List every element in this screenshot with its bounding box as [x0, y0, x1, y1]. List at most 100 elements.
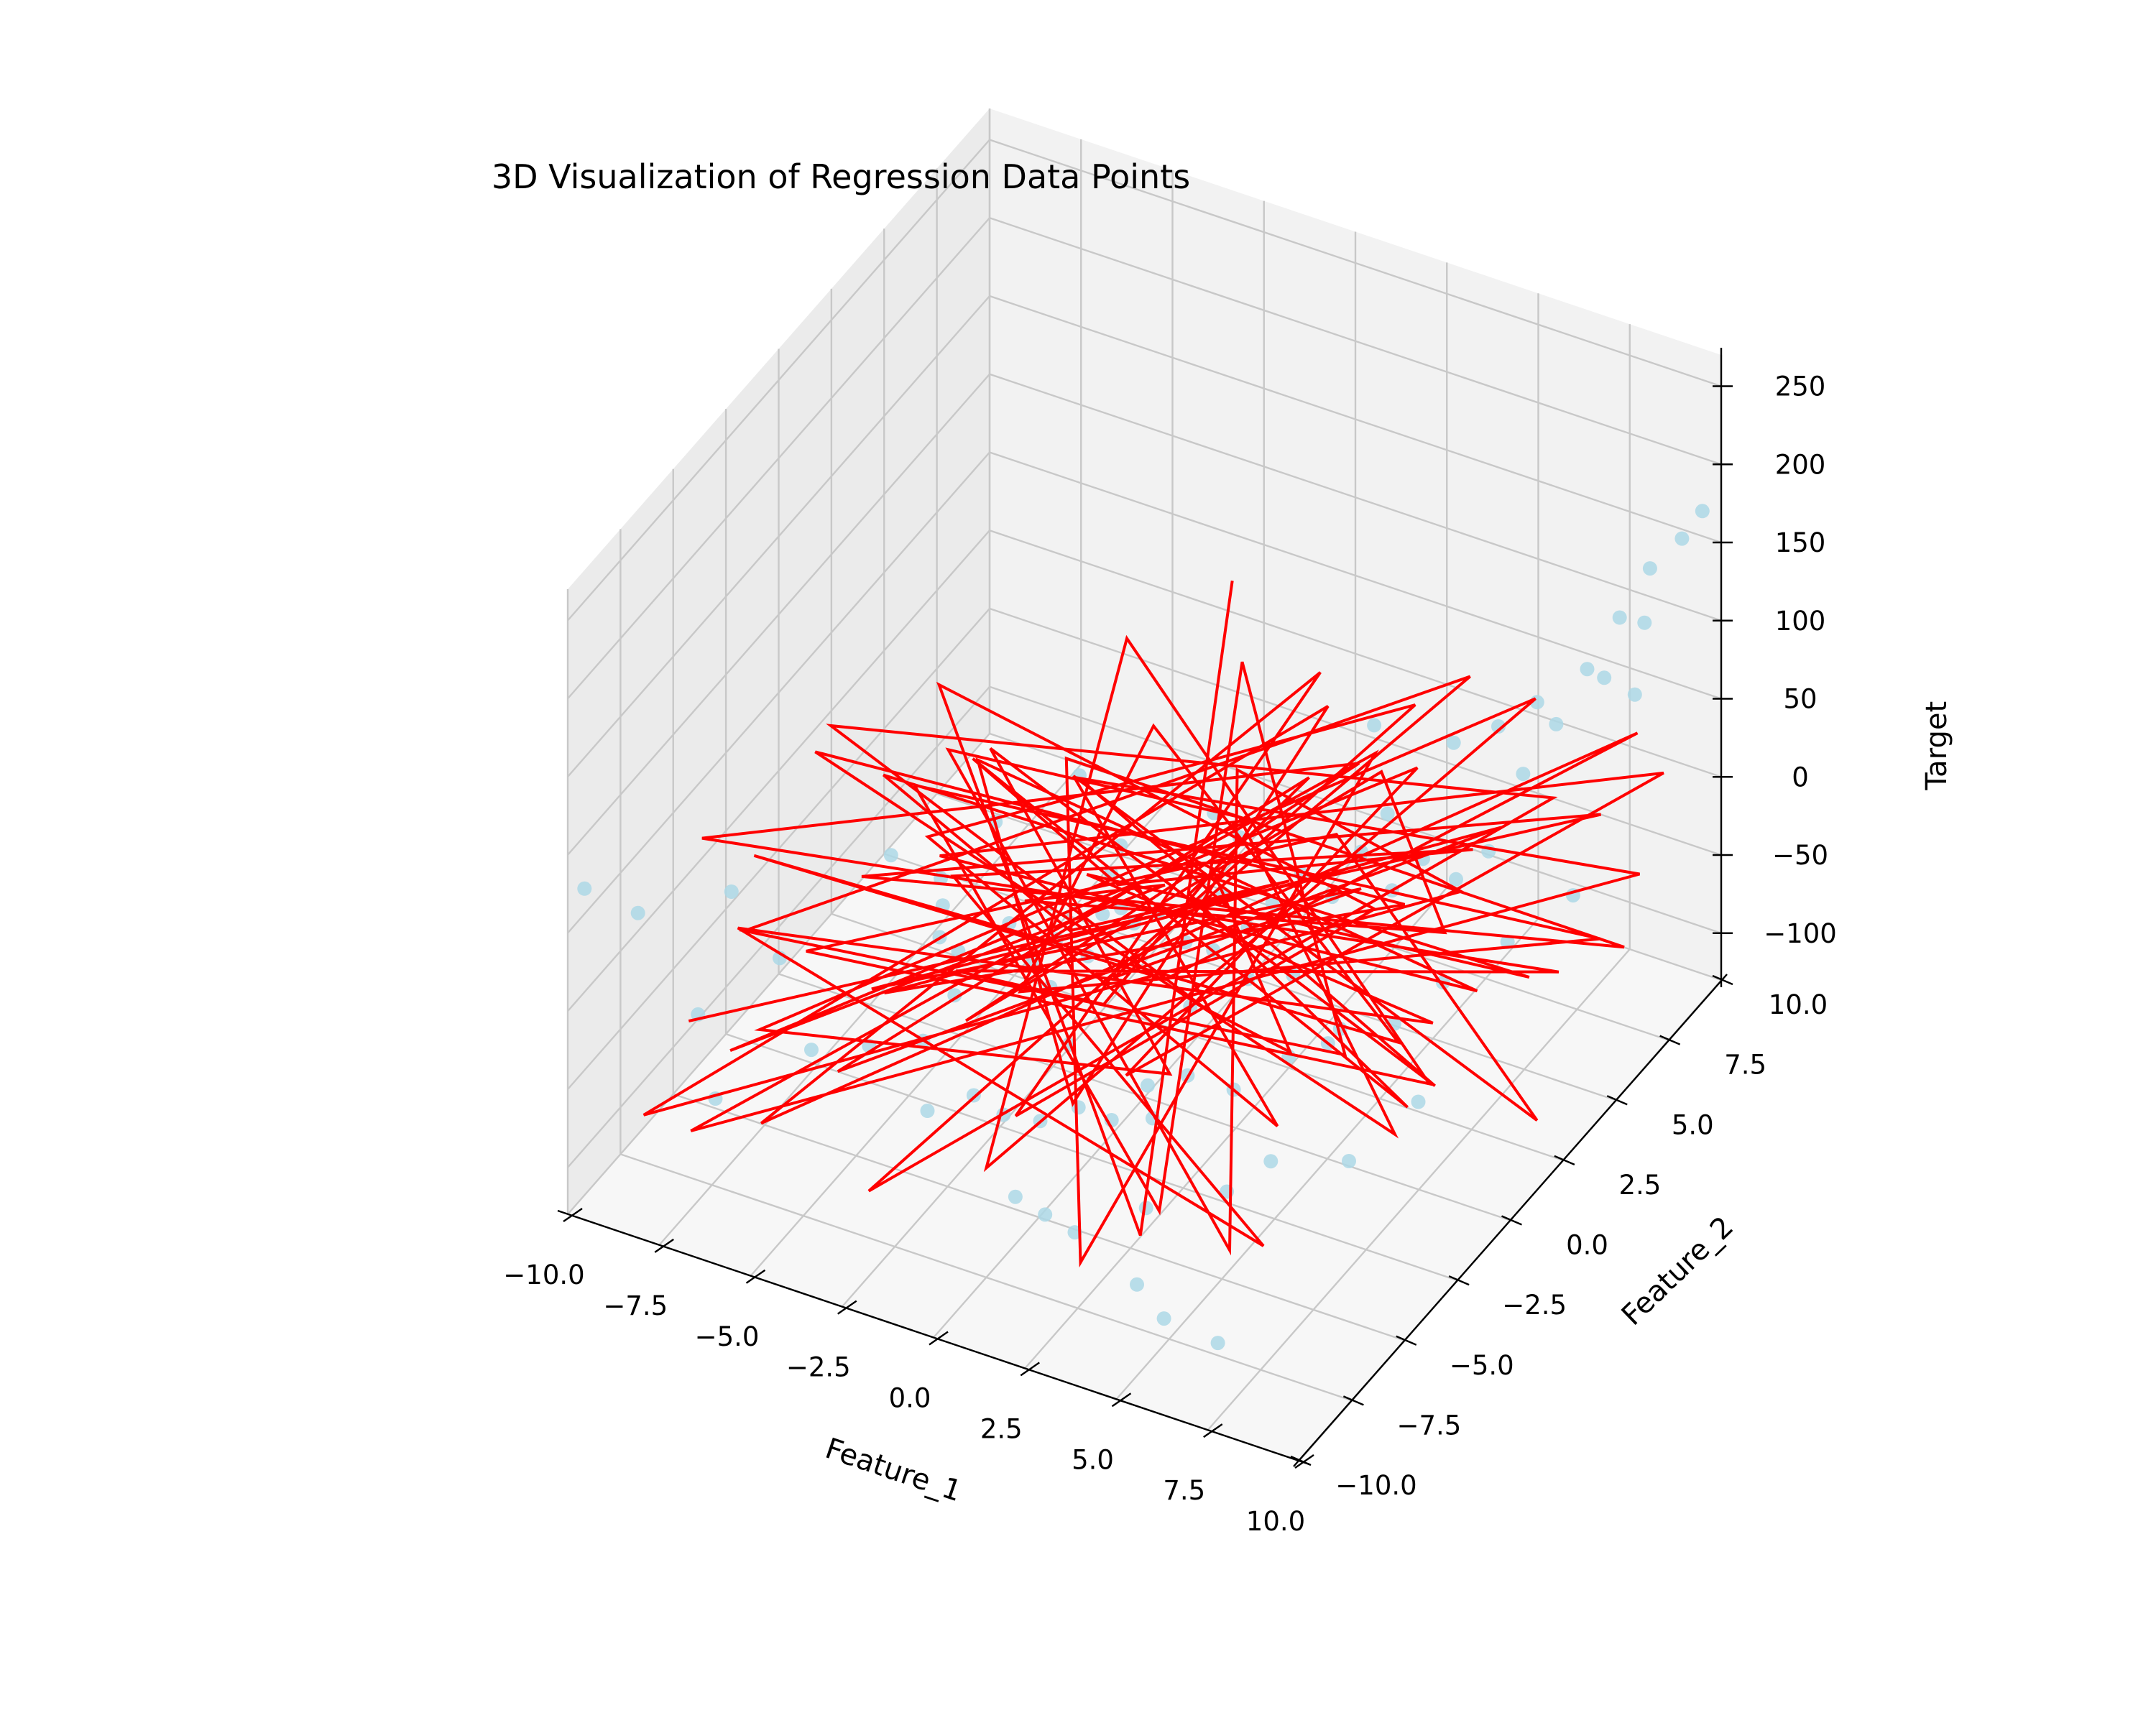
scatter-point [1008, 1189, 1023, 1204]
gridline-y-floor [725, 1032, 1458, 1282]
scatter-point [804, 1043, 819, 1058]
scatter-point [1449, 872, 1463, 887]
x-tick-mark [1020, 1362, 1040, 1377]
gridline-z-back [989, 139, 1722, 387]
y-tick-label: 2.5 [1618, 1170, 1661, 1201]
y-axis-label: Feature_2 [1616, 1210, 1740, 1332]
x-tick-label: −5.0 [695, 1321, 760, 1352]
y-tick-label: 5.0 [1672, 1109, 1714, 1140]
y-tick-label: −2.5 [1502, 1290, 1567, 1321]
z-tick-label: −100 [1764, 918, 1837, 949]
z-tick-label: 100 [1775, 606, 1826, 637]
scatter-point [1130, 1277, 1144, 1292]
z-tick-label: −50 [1772, 840, 1828, 871]
y-tick-label: 0.0 [1566, 1230, 1608, 1261]
y-tick-mark [1342, 1395, 1364, 1406]
gridline-z-side [567, 139, 990, 622]
scatter-point [1141, 1078, 1155, 1093]
x-tick-label: −2.5 [786, 1352, 851, 1383]
x-tick-label: 5.0 [1072, 1444, 1114, 1475]
z-axis-label: Target [1920, 701, 1953, 791]
scatter-point [1446, 735, 1461, 750]
scatter-point [1642, 561, 1657, 576]
chart-title: 3D Visualization of Regression Data Poin… [492, 157, 1190, 196]
x-tick-label: −10.0 [503, 1260, 584, 1290]
scatter-point [1580, 662, 1595, 677]
scatter-point [1695, 504, 1710, 519]
y-tick-label: −10.0 [1335, 1470, 1416, 1501]
scatter-point [577, 881, 592, 896]
x-tick-mark [563, 1208, 583, 1222]
scatter-point [1637, 615, 1652, 630]
gridline-z-side [567, 530, 990, 1012]
z-tick-label: 200 [1775, 449, 1826, 480]
x-tick-mark [1203, 1423, 1223, 1438]
scatter-point [1210, 1336, 1225, 1351]
x-axis-label: Feature_1 [821, 1432, 966, 1508]
x-tick-label: 7.5 [1163, 1475, 1205, 1506]
scatter-point [1156, 1311, 1171, 1326]
y-tick-mark [1606, 1095, 1628, 1106]
gridline-z-back [989, 373, 1722, 622]
y-tick-mark [1501, 1215, 1522, 1226]
gridline-z-back [989, 530, 1722, 778]
gridline-z-side [567, 217, 990, 700]
y-tick-label: −7.5 [1396, 1410, 1461, 1441]
gridline-z-side [567, 295, 990, 777]
x-tick-label: 0.0 [889, 1383, 931, 1414]
scatter-point [724, 884, 739, 899]
gridline-z-back [989, 451, 1722, 700]
z-tick-label: 0 [1792, 762, 1809, 793]
scatter-point [1038, 1207, 1053, 1222]
scatter-point [947, 988, 962, 1003]
scatter-point [1500, 934, 1515, 949]
regression-line-path [642, 581, 1664, 1268]
scatter-point [1491, 719, 1506, 734]
gridline-z-side [567, 451, 990, 934]
x-tick-label: 10.0 [1246, 1506, 1305, 1537]
scatter-point [1342, 1154, 1356, 1168]
x-tick-mark [929, 1331, 949, 1346]
y-tick-mark [1290, 1455, 1312, 1466]
scatter-point [1367, 718, 1382, 733]
y-tick-mark [1396, 1335, 1417, 1346]
y-tick-mark [1659, 1035, 1681, 1045]
x-tick-mark [837, 1300, 857, 1315]
x-tick-mark [745, 1269, 766, 1284]
gridline-z-back [989, 295, 1722, 544]
x-tick-label: −7.5 [603, 1290, 668, 1321]
scatter-point [1380, 806, 1395, 821]
x-tick-mark [1111, 1392, 1132, 1408]
scatter-point [1674, 531, 1690, 546]
scatter-point [630, 905, 645, 920]
line-series [642, 581, 1664, 1268]
scatter-point [1627, 687, 1642, 702]
scatter-point [920, 1104, 935, 1118]
scatter-point [1549, 716, 1564, 731]
gridline-z-side [567, 373, 990, 856]
y-tick-label: 10.0 [1769, 989, 1828, 1020]
scatter-point [1597, 670, 1612, 685]
y-tick-label: 7.5 [1724, 1050, 1766, 1081]
y-tick-mark [1554, 1155, 1575, 1165]
gridline-z-back [989, 217, 1722, 466]
gridline-y-floor [619, 1153, 1353, 1402]
axis-ticks: −10.0−7.5−5.0−2.50.02.55.07.510.0−10.0−7… [503, 371, 1837, 1538]
y-tick-mark [1448, 1275, 1470, 1286]
scatter-point [1263, 1154, 1279, 1169]
z-tick-label: 250 [1775, 371, 1826, 402]
scatter-point [1411, 1094, 1426, 1109]
y-tick-mark [1712, 974, 1733, 986]
scatter-point [1612, 610, 1627, 625]
scatter-point [883, 848, 898, 863]
x-tick-label: 2.5 [980, 1413, 1023, 1444]
scatter-point [1516, 767, 1531, 782]
z-tick-label: 50 [1783, 684, 1817, 715]
x-tick-mark [654, 1238, 674, 1253]
z-tick-label: 150 [1775, 527, 1826, 558]
x-axis-line [557, 1209, 1310, 1466]
gridline-z-back [989, 685, 1722, 934]
y-tick-label: −5.0 [1450, 1350, 1514, 1381]
